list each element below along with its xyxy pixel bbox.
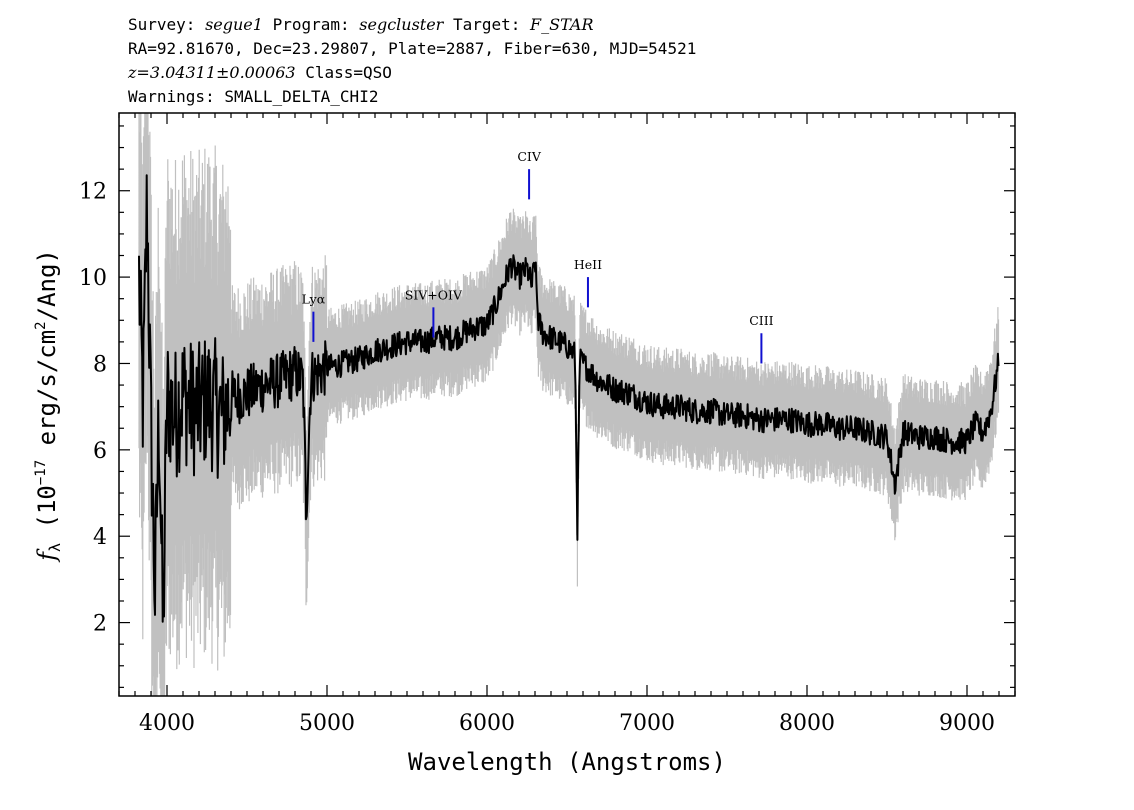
axis-ticks: 4000 5000 6000 7000 8000 9000 2 4 6 8 10 12: [79, 113, 1016, 736]
y-tick-label: 8: [93, 352, 107, 377]
redshift-value: z=3.04311±0.00063: [127, 63, 296, 82]
y-axis-units: erg/s/cm: [33, 330, 61, 460]
y-axis-label: fλ (10−17 erg/s/cm2/Ang): [33, 249, 64, 563]
program-value: segcluster: [359, 15, 444, 34]
y-axis-open: (10: [33, 485, 61, 543]
header-line-warnings: Warnings: SMALL_DELTA_CHI2: [128, 87, 378, 106]
header-line-coordinates: RA=92.81670, Dec=23.29807, Plate=2887, F…: [128, 39, 696, 58]
emission-line-label: HeII: [574, 257, 602, 272]
survey-value: segue1: [205, 15, 263, 34]
class-value: Class=QSO: [296, 63, 392, 82]
survey-label: Survey:: [128, 15, 205, 34]
flux-line: [138, 174, 1000, 623]
noise-band: [138, 113, 1000, 696]
y-axis-exponent: −17: [33, 460, 49, 485]
emission-line-label: Lyα: [302, 292, 326, 307]
header-line-survey: Survey: segue1 Program: segcluster Targe…: [128, 15, 594, 34]
x-tick-label: 9000: [939, 711, 995, 736]
target-value: F_STAR: [529, 15, 593, 34]
emission-line-label: SIV+OIV: [405, 287, 463, 302]
header-line-redshift: z=3.04311±0.00063 Class=QSO: [127, 63, 392, 82]
x-tick-label: 4000: [139, 711, 195, 736]
noise-error-band: [138, 113, 1000, 696]
program-label: Program:: [263, 15, 359, 34]
x-axis-label: Wavelength (Angstroms): [408, 748, 726, 776]
y-axis-subscript: λ: [46, 543, 64, 552]
y-tick-label: 10: [79, 266, 107, 291]
emission-line-label: CIII: [749, 313, 773, 328]
emission-line-markers: Lyα SIV+OIV CIV HeII CIII: [302, 149, 774, 364]
flux-series: [138, 174, 1000, 623]
x-tick-label: 6000: [459, 711, 515, 736]
y-tick-label: 2: [93, 612, 107, 637]
x-tick-label: 8000: [779, 711, 835, 736]
y-tick-label: 12: [79, 180, 107, 205]
emission-line-label: CIV: [517, 149, 542, 164]
y-tick-label: 4: [93, 525, 107, 550]
target-label: Target:: [443, 15, 530, 34]
y-axis-area-exponent: 2: [33, 321, 49, 329]
y-axis-close: /Ang): [33, 249, 61, 321]
y-tick-label: 6: [93, 439, 107, 464]
x-tick-label: 7000: [619, 711, 675, 736]
x-tick-label: 5000: [299, 711, 355, 736]
